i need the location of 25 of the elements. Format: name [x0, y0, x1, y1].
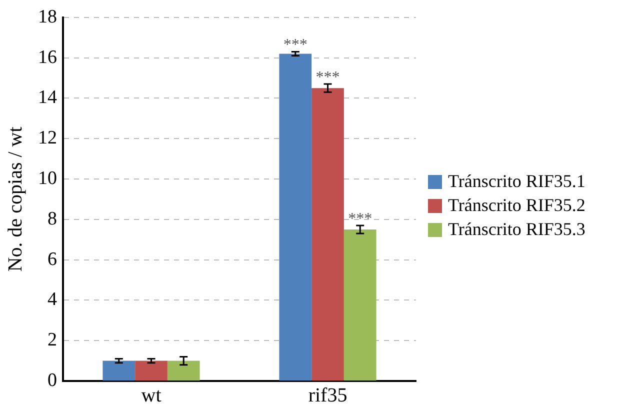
y-tick-label: 8: [48, 208, 57, 230]
x-tick-label: rif35: [308, 384, 348, 406]
y-tick-label: 14: [38, 87, 58, 108]
x-tick-label: wt: [141, 384, 162, 406]
bar: [167, 360, 200, 380]
y-tick-label: 12: [38, 128, 57, 149]
y-tick-label: 0: [48, 370, 57, 391]
y-tick-label: 16: [38, 46, 57, 68]
y-tick-label: 2: [48, 330, 57, 351]
y-tick-label: 6: [48, 248, 57, 270]
bar: [312, 88, 344, 380]
bar: [279, 54, 312, 380]
legend-label: Tránscrito RIF35.1: [448, 171, 586, 192]
bar: [135, 360, 168, 380]
y-tick-label: 4: [48, 289, 58, 310]
annotation: ***: [283, 36, 308, 54]
y-tick-label: 18: [38, 6, 57, 28]
bar: [344, 230, 376, 380]
annotation: ***: [316, 69, 340, 86]
legend-label: Tránscrito RIF35.2: [448, 195, 586, 216]
y-tick-label: 10: [38, 168, 57, 189]
bar: [102, 360, 136, 380]
annotation: ***: [348, 210, 372, 228]
y-axis-title: No. de copias / wt: [4, 126, 26, 272]
legend-label: Tránscrito RIF35.3: [448, 219, 586, 240]
